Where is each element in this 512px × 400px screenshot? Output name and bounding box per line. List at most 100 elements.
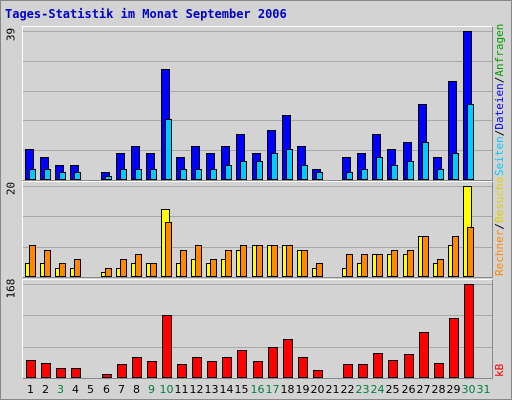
x-tick-label-day-4: 4: [72, 383, 79, 396]
bar-rechner-day-20: [316, 263, 323, 277]
bar-rechner-day-22: [346, 254, 353, 277]
gridline: [23, 31, 492, 32]
x-tick-label-day-8: 8: [133, 383, 140, 396]
bar-kb-day-29: [449, 318, 459, 378]
bar-seiten-day-16: [256, 161, 263, 180]
bar-seiten-day-26: [407, 161, 414, 180]
bar-kb-day-15: [237, 350, 247, 378]
x-tick-label-day-1: 1: [27, 383, 34, 396]
bar-rechner-day-17: [271, 245, 278, 277]
bar-seiten-day-13: [210, 169, 217, 180]
x-tick-label-day-12: 12: [189, 383, 204, 396]
bar-kb-day-23: [358, 364, 368, 378]
bar-seiten-day-20: [316, 172, 323, 180]
bar-seiten-day-17: [271, 153, 278, 180]
legend-anfragen: Anfragen: [493, 23, 506, 77]
bar-rechner-day-25: [391, 250, 398, 277]
bar-seiten-day-4: [74, 172, 81, 180]
bar-seiten-day-25: [391, 165, 398, 180]
x-tick-label-day-2: 2: [42, 383, 49, 396]
bar-kb-day-19: [298, 357, 308, 378]
bar-seiten-day-1: [29, 169, 36, 180]
x-tick-label-day-5: 5: [87, 383, 94, 396]
bar-rechner-day-1: [29, 245, 36, 277]
x-tick-label-day-24: 24: [370, 383, 385, 396]
bar-rechner-day-24: [376, 254, 383, 277]
bar-rechner-day-6: [105, 268, 112, 277]
gridline: [23, 347, 492, 348]
bar-kb-day-12: [192, 357, 202, 378]
bar-rechner-day-23: [361, 254, 368, 277]
x-tick-label-day-25: 25: [385, 383, 400, 396]
bar-seiten-day-7: [120, 169, 127, 180]
x-tick-label-day-10: 10: [159, 383, 174, 396]
y-max-label-top: 39: [4, 27, 18, 42]
x-tick-label-day-21: 21: [325, 383, 340, 396]
bar-kb-day-18: [283, 339, 293, 378]
bar-rechner-day-28: [437, 259, 444, 277]
bar-kb-day-10: [162, 315, 172, 378]
bar-rechner-day-30: [467, 227, 474, 277]
bar-seiten-day-14: [225, 165, 232, 180]
x-tick-label-day-14: 14: [219, 383, 234, 396]
bar-kb-day-1: [26, 360, 36, 378]
bar-seiten-day-6: [105, 176, 112, 180]
gridline: [23, 91, 492, 92]
bar-kb-day-25: [388, 360, 398, 378]
x-tick-label-day-17: 17: [265, 383, 280, 396]
x-tick-label-day-29: 29: [446, 383, 461, 396]
bar-kb-day-2: [41, 363, 51, 378]
legend-middle-right: Rechner/Besuche: [493, 176, 506, 276]
gridline: [23, 315, 492, 316]
bar-rechner-day-10: [165, 222, 172, 277]
bar-kb-day-6: [102, 374, 112, 378]
bar-rechner-day-26: [407, 250, 414, 277]
bar-seiten-day-22: [346, 172, 353, 180]
legend-dateien: Dateien: [493, 83, 506, 130]
bar-seiten-day-11: [180, 169, 187, 180]
bar-seiten-day-8: [135, 169, 142, 180]
bar-kb-day-14: [222, 357, 232, 378]
bar-kb-day-13: [207, 361, 217, 378]
x-tick-label-day-6: 6: [103, 383, 110, 396]
y-max-label-bottom: 168: [4, 278, 18, 299]
x-tick-label-day-9: 9: [148, 383, 155, 396]
bar-rechner-day-7: [120, 259, 127, 277]
gridline: [23, 186, 492, 187]
bar-seiten-day-2: [44, 169, 51, 180]
bar-kb-day-28: [434, 363, 444, 378]
x-tick-label-day-31: 31: [476, 383, 491, 396]
x-tick-label-day-19: 19: [295, 383, 310, 396]
bar-rechner-day-14: [225, 250, 232, 277]
x-tick-label-day-23: 23: [355, 383, 370, 396]
bar-seiten-day-15: [240, 161, 247, 180]
bar-kb-day-26: [404, 354, 414, 378]
x-tick-label-day-15: 15: [234, 383, 249, 396]
y-max-label-middle: 20: [4, 181, 18, 196]
x-tick-label-day-20: 20: [310, 383, 325, 396]
bar-rechner-day-4: [74, 259, 81, 277]
legend-top-right: Seiten/Dateien/Anfragen: [493, 23, 506, 176]
x-tick-label-day-7: 7: [118, 383, 125, 396]
bar-seiten-day-19: [301, 165, 308, 180]
panel-requests-files-pages: [22, 26, 493, 181]
bar-rechner-day-29: [452, 236, 459, 277]
legend-seiten: Seiten: [493, 136, 506, 176]
x-tick-label-day-26: 26: [401, 383, 416, 396]
bar-kb-day-22: [343, 364, 353, 378]
bar-seiten-day-28: [437, 169, 444, 180]
bar-seiten-day-9: [150, 169, 157, 180]
bar-rechner-day-19: [301, 250, 308, 277]
bar-kb-day-27: [419, 332, 429, 378]
bar-rechner-day-3: [59, 263, 66, 277]
bar-kb-day-9: [147, 361, 157, 378]
x-tick-label-day-13: 13: [204, 383, 219, 396]
gridline: [23, 120, 492, 121]
bar-kb-day-8: [132, 357, 142, 378]
bar-rechner-day-8: [135, 254, 142, 277]
bar-seiten-day-3: [59, 172, 66, 180]
bar-kb-day-16: [253, 361, 263, 378]
legend-besuche: Besuche: [493, 176, 506, 224]
x-tick-label-day-3: 3: [57, 383, 64, 396]
